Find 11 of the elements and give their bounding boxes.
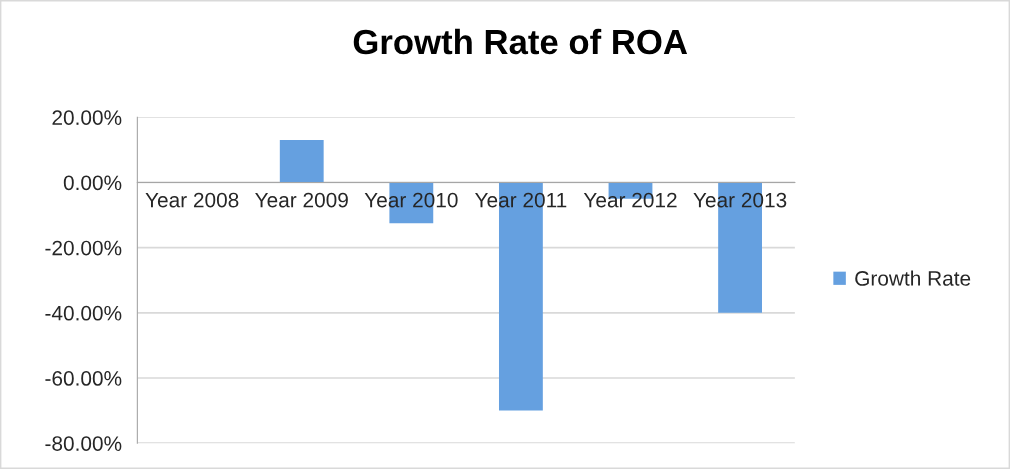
y-tick-label: -80.00% xyxy=(45,436,122,451)
y-tick-label: 0.00% xyxy=(63,175,122,191)
y-tick-label: -40.00% xyxy=(45,305,122,321)
legend-label: Growth Rate xyxy=(855,270,971,286)
y-tick-label: -60.00% xyxy=(45,371,122,386)
y-tick-label: 20.00% xyxy=(52,110,122,125)
x-tick-label: Year 2008 xyxy=(145,192,239,208)
x-tick-label: Year 2012 xyxy=(583,192,677,208)
chart-title: Growth Rate of ROA xyxy=(353,28,688,55)
y-tick-label: -20.00% xyxy=(45,240,122,256)
x-tick-label: Year 2009 xyxy=(255,192,348,208)
